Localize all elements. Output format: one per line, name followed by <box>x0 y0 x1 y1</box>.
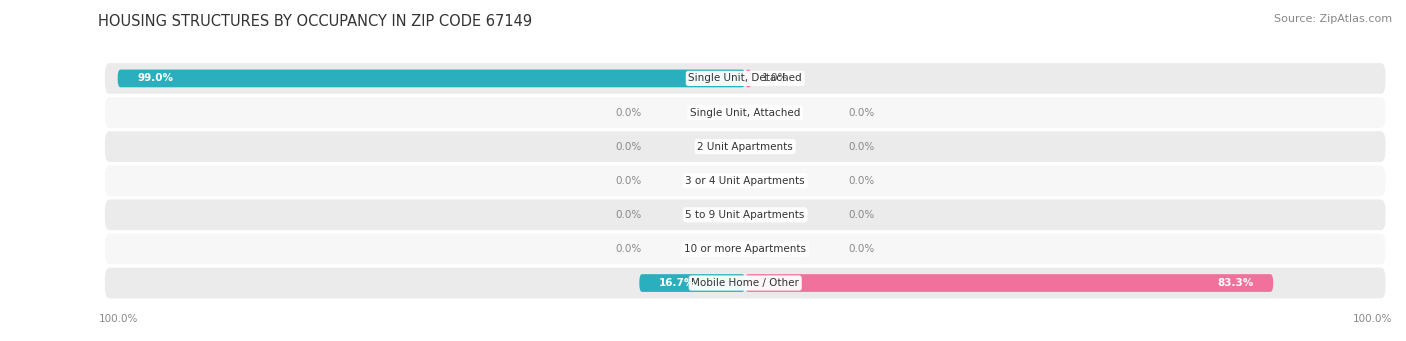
Text: 16.7%: 16.7% <box>659 278 695 288</box>
Text: 0.0%: 0.0% <box>616 210 641 220</box>
Text: Source: ZipAtlas.com: Source: ZipAtlas.com <box>1274 14 1392 24</box>
Text: 0.0%: 0.0% <box>616 176 641 186</box>
Text: 0.0%: 0.0% <box>849 107 875 118</box>
Text: Single Unit, Attached: Single Unit, Attached <box>690 107 800 118</box>
Text: 0.0%: 0.0% <box>616 244 641 254</box>
Text: HOUSING STRUCTURES BY OCCUPANCY IN ZIP CODE 67149: HOUSING STRUCTURES BY OCCUPANCY IN ZIP C… <box>98 14 533 29</box>
Text: 0.0%: 0.0% <box>849 176 875 186</box>
FancyBboxPatch shape <box>105 199 1385 230</box>
FancyBboxPatch shape <box>640 274 745 292</box>
FancyBboxPatch shape <box>105 131 1385 162</box>
Text: 5 to 9 Unit Apartments: 5 to 9 Unit Apartments <box>686 210 804 220</box>
Text: 3 or 4 Unit Apartments: 3 or 4 Unit Apartments <box>685 176 806 186</box>
Text: 0.0%: 0.0% <box>849 244 875 254</box>
Text: 1.0%: 1.0% <box>762 73 789 84</box>
FancyBboxPatch shape <box>745 70 752 87</box>
FancyBboxPatch shape <box>105 97 1385 128</box>
FancyBboxPatch shape <box>105 63 1385 94</box>
Text: 83.3%: 83.3% <box>1218 278 1254 288</box>
Text: 0.0%: 0.0% <box>849 142 875 152</box>
Text: 0.0%: 0.0% <box>616 142 641 152</box>
FancyBboxPatch shape <box>118 70 745 87</box>
Text: 0.0%: 0.0% <box>849 210 875 220</box>
Text: Mobile Home / Other: Mobile Home / Other <box>692 278 799 288</box>
FancyBboxPatch shape <box>105 165 1385 196</box>
FancyBboxPatch shape <box>105 268 1385 298</box>
FancyBboxPatch shape <box>105 234 1385 264</box>
Text: 100.0%: 100.0% <box>98 314 138 324</box>
Text: 2 Unit Apartments: 2 Unit Apartments <box>697 142 793 152</box>
Text: 0.0%: 0.0% <box>616 107 641 118</box>
Text: 10 or more Apartments: 10 or more Apartments <box>685 244 806 254</box>
Text: 100.0%: 100.0% <box>1353 314 1392 324</box>
FancyBboxPatch shape <box>745 274 1274 292</box>
Text: Single Unit, Detached: Single Unit, Detached <box>689 73 801 84</box>
Text: 99.0%: 99.0% <box>138 73 173 84</box>
